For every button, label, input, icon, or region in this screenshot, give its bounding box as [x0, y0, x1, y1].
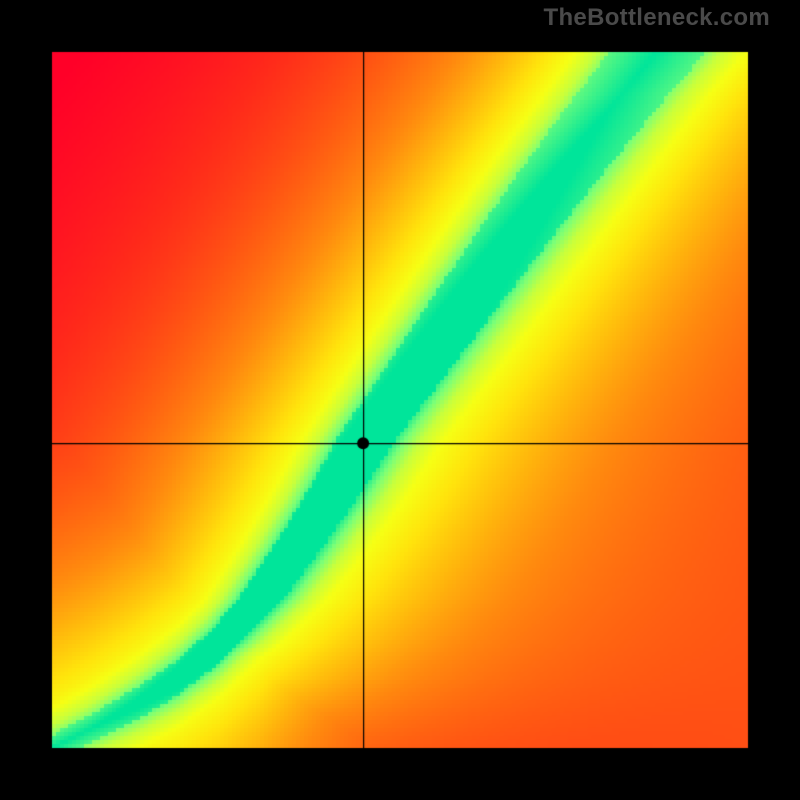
watermark-text: TheBottleneck.com [544, 4, 770, 32]
chart-container: TheBottleneck.com [0, 0, 800, 800]
bottleneck-heatmap [0, 0, 800, 800]
